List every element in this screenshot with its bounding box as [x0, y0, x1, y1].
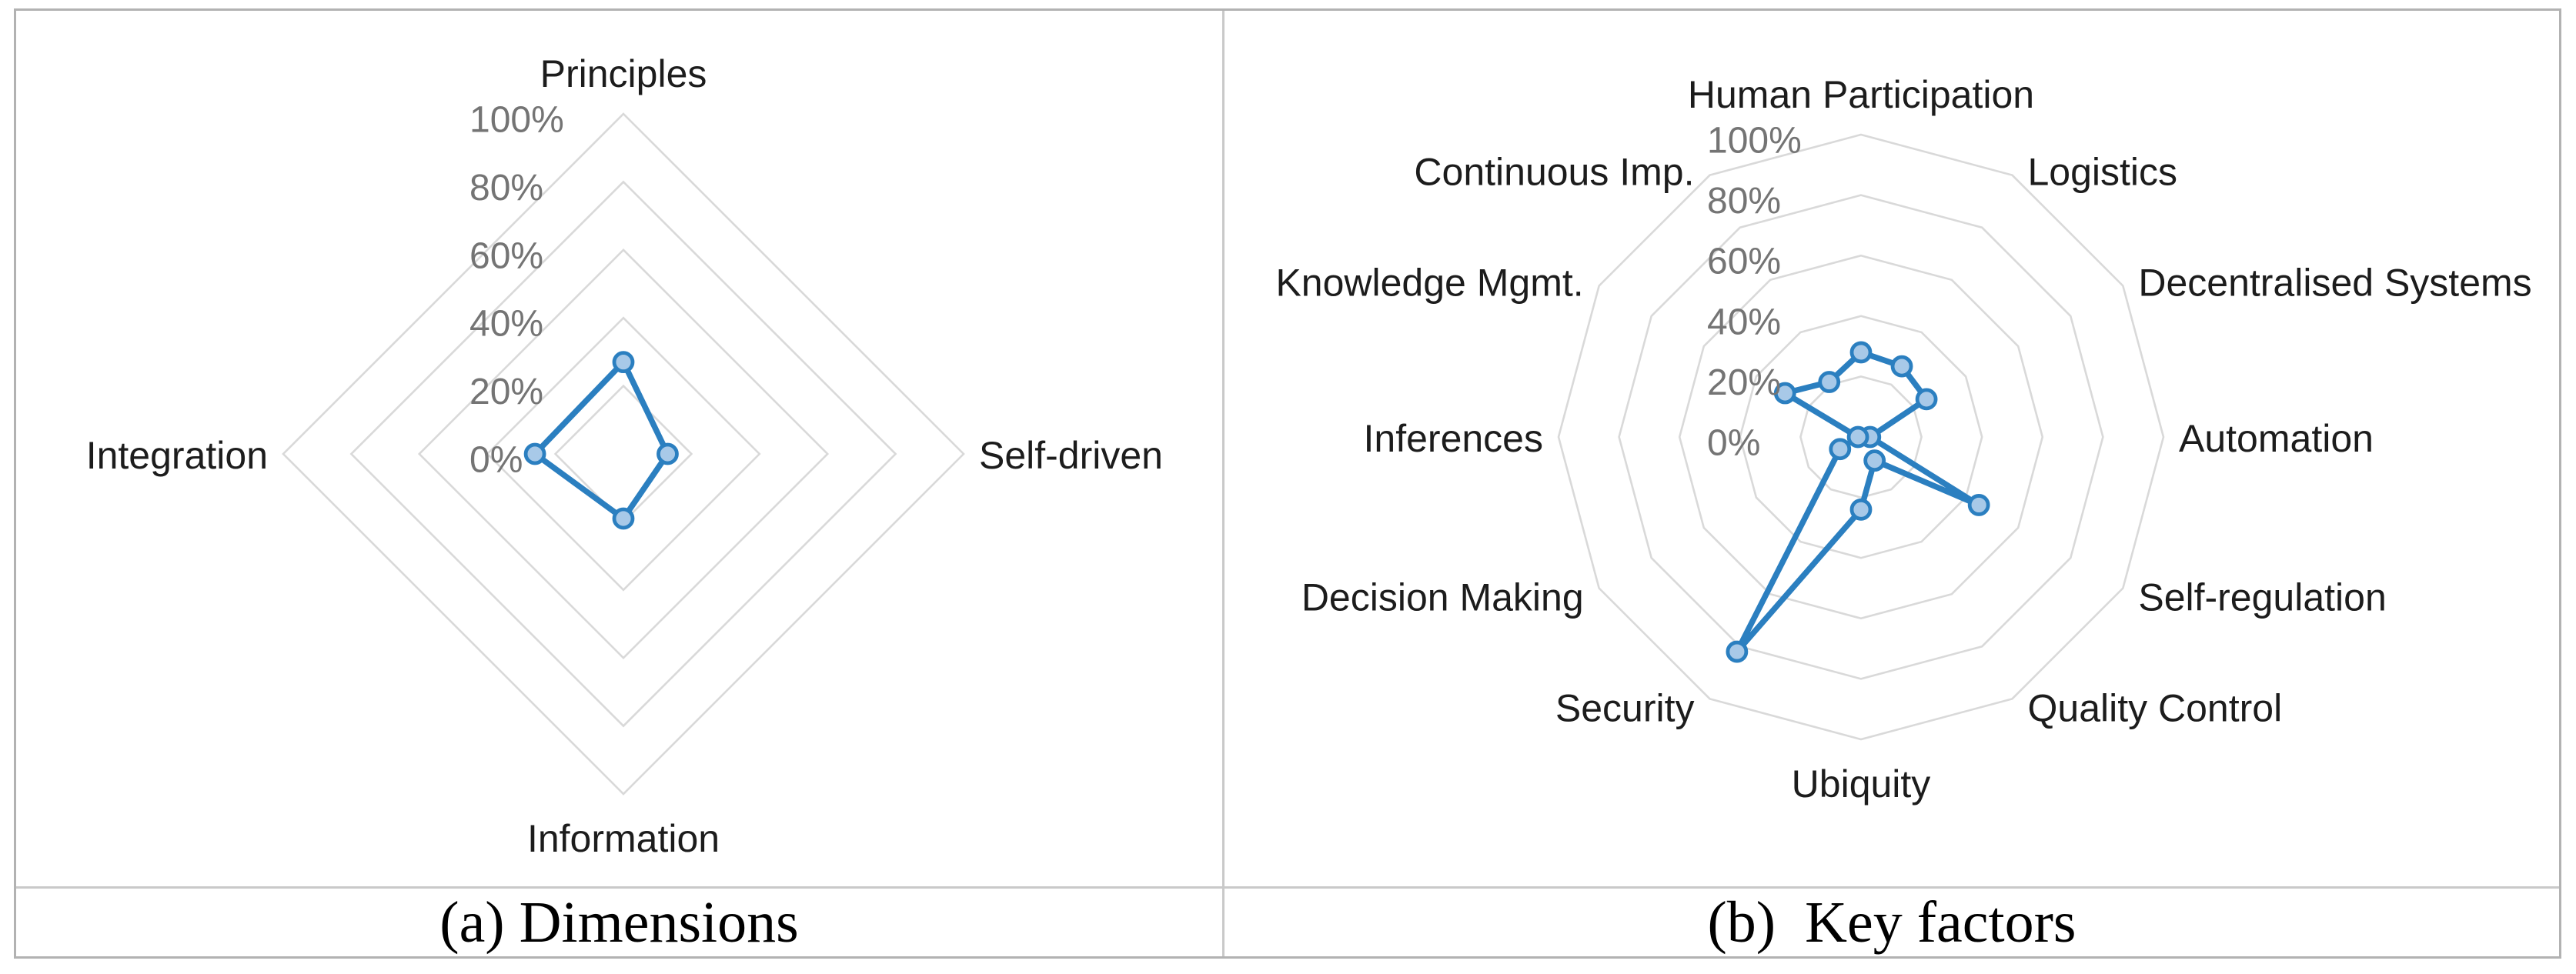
- radar-panel-dimensions: 0% 20% 40% 60% 80% 100% Principles Self-driven I…: [16, 11, 1225, 886]
- data-marker-human-participation: [1849, 341, 1873, 364]
- axis-label-self-driven: Self-driven: [979, 434, 1163, 477]
- data-marker-knowledge-mgmt: [1773, 382, 1796, 405]
- gridline-ring-60: [1678, 254, 2044, 620]
- data-marker-continuous-imp: [1818, 371, 1841, 393]
- axis-label-ubiquity: Ubiquity: [1792, 762, 1931, 806]
- data-marker-information: [612, 507, 635, 530]
- axis-label-principles: Principles: [540, 52, 707, 95]
- axis-label-security: Security: [1555, 686, 1695, 729]
- axis-label-continuous-imp: Continuous Imp.: [1414, 151, 1694, 194]
- tick-label-0: 0%: [469, 440, 523, 481]
- axis-label-automation: Automation: [2179, 417, 2374, 460]
- axis-label-decision-making: Decision Making: [1301, 576, 1584, 619]
- radar-chart-key-factors: 0% 20% 40% 60% 80% 100% Human Participation Log…: [1275, 73, 2531, 806]
- axis-label-inferences: Inferences: [1364, 417, 1543, 460]
- figure-two-radar-charts: 0% 20% 40% 60% 80% 100% Principles Self-driven I…: [14, 8, 2561, 959]
- gridline-ring-100: [1557, 133, 2165, 741]
- axis-label-decentralised-systems: Decentralised Systems: [2138, 262, 2531, 305]
- gridline-ring-80: [349, 180, 897, 728]
- tick-label-100: 100%: [469, 100, 564, 141]
- radar-chart-dimensions: 0% 20% 40% 60% 80% 100% Principles Self-driven I…: [86, 52, 1163, 860]
- data-marker-self-driven: [657, 442, 679, 465]
- data-marker-self-regulation: [1967, 494, 1990, 516]
- data-marker-decentralised-systems: [1915, 388, 1938, 411]
- gridline-ring-40: [486, 316, 761, 592]
- data-marker-integration: [523, 442, 546, 465]
- caption-b: (b) Key factors: [1225, 889, 2559, 956]
- axis-label-human-participation: Human Participation: [1688, 73, 2034, 116]
- tick-label-80: 80%: [1707, 181, 1781, 222]
- data-marker-quality-control: [1863, 449, 1886, 472]
- tick-label-80: 80%: [469, 168, 543, 208]
- radar-panel-key-factors: 0% 20% 40% 60% 80% 100% Human Participation Log…: [1225, 11, 2559, 886]
- data-marker-inferences: [1846, 425, 1869, 449]
- caption-a: (a) Dimensions: [16, 889, 1225, 956]
- axis-label-logistics: Logistics: [2028, 151, 2178, 194]
- data-marker-principles: [612, 351, 635, 374]
- tick-label-20: 20%: [469, 372, 543, 412]
- axis-label-quality-control: Quality Control: [2028, 686, 2283, 729]
- tick-label-40: 40%: [469, 304, 543, 345]
- data-marker-ubiquity: [1849, 498, 1873, 521]
- caption-b-text: (b) Key factors: [1707, 889, 2077, 955]
- tick-label-0: 0%: [1707, 423, 1760, 464]
- data-marker-security: [1726, 640, 1749, 663]
- data-marker-decision-making: [1829, 438, 1852, 461]
- gridline-ring-40: [1739, 315, 1983, 559]
- axis-label-self-regulation: Self-regulation: [2138, 576, 2386, 619]
- tick-label-40: 40%: [1707, 302, 1781, 342]
- gridline-ring-80: [1618, 194, 2104, 680]
- axis-label-information: Information: [527, 817, 720, 860]
- tick-label-100: 100%: [1707, 121, 1802, 162]
- axis-label-integration: Integration: [86, 434, 268, 477]
- gridline-ring-60: [417, 248, 830, 660]
- tick-label-60: 60%: [1707, 242, 1781, 282]
- caption-row: (a) Dimensions (b) Key factors: [16, 886, 2559, 956]
- gridline-ring-100: [282, 112, 965, 796]
- data-marker-logistics: [1890, 355, 1913, 378]
- caption-a-text: (a) Dimensions: [439, 889, 799, 955]
- tick-label-60: 60%: [469, 235, 543, 276]
- tick-label-20: 20%: [1707, 362, 1781, 403]
- axis-label-knowledge-mgmt: Knowledge Mgmt.: [1275, 262, 1583, 305]
- charts-row: 0% 20% 40% 60% 80% 100% Principles Self-driven I…: [16, 11, 2559, 886]
